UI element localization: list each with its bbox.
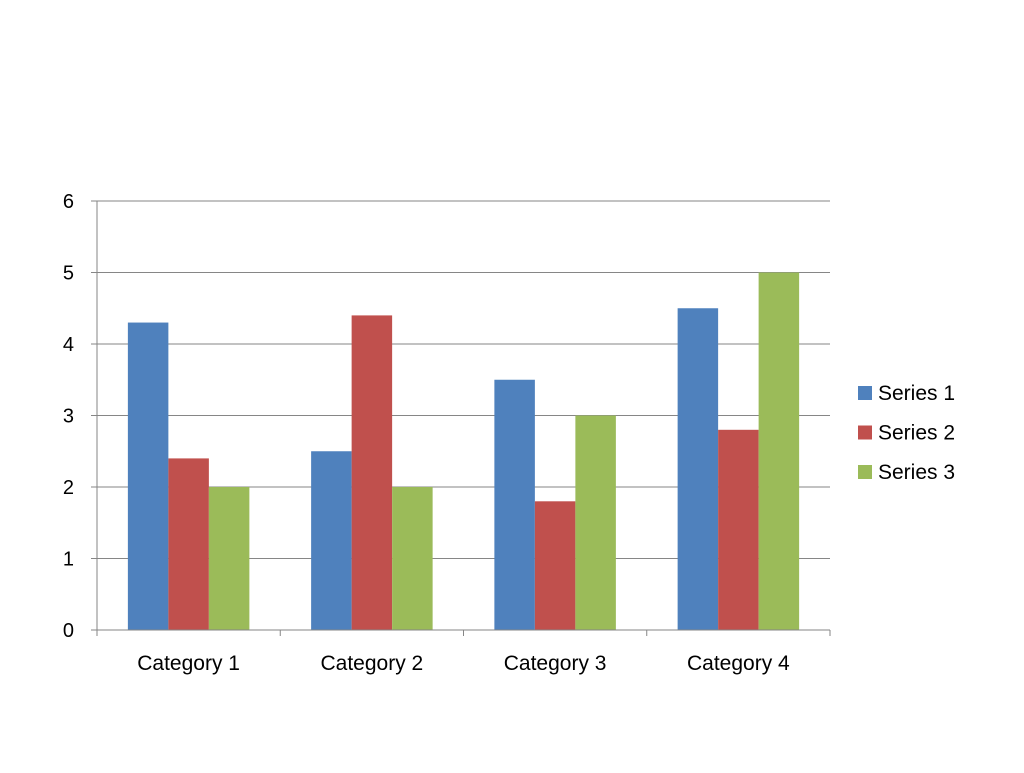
- bar-2-4: [718, 429, 759, 630]
- legend-swatch-series-3: [858, 465, 872, 479]
- legend-swatch-series-1: [858, 386, 872, 400]
- bar-3-4: [758, 272, 800, 630]
- x-category-label: Category 1: [137, 652, 240, 675]
- bar-2-3: [534, 501, 576, 630]
- bar-3-1: [208, 487, 250, 630]
- legend: Series 1 Series 2 Series 3: [858, 382, 955, 484]
- bars: [127, 272, 800, 630]
- legend-swatch-series-2: [858, 425, 872, 440]
- x-category-label: Category 4: [687, 652, 790, 675]
- bar-3-3: [575, 415, 616, 630]
- y-tick-label: 5: [63, 263, 74, 285]
- bar-1-3: [494, 379, 535, 630]
- y-tick-label: 3: [63, 406, 74, 428]
- y-tick-label: 6: [63, 191, 74, 213]
- bar-3-2: [392, 487, 433, 630]
- axes: [91, 200, 831, 636]
- y-tick-label: 1: [63, 549, 74, 571]
- bar-1-2: [311, 451, 352, 630]
- bar-2-1: [168, 458, 209, 630]
- y-tick-label: 2: [63, 477, 74, 499]
- legend-label-series-1: Series 1: [878, 382, 955, 405]
- legend-label-series-3: Series 3: [878, 461, 955, 484]
- x-category-label: Category 3: [504, 652, 607, 675]
- bar-1-4: [677, 308, 719, 630]
- legend-label-series-2: Series 2: [878, 422, 955, 445]
- x-category-label: Category 2: [321, 652, 424, 675]
- bar-1-1: [127, 322, 169, 630]
- axis-labels: 0 1 2 3 4 5 6 Category 1 Category 2 Category 3 Cat…: [63, 191, 790, 675]
- y-tick-label: 0: [63, 620, 74, 642]
- bar-2-2: [351, 315, 393, 630]
- y-tick-label: 4: [63, 334, 74, 356]
